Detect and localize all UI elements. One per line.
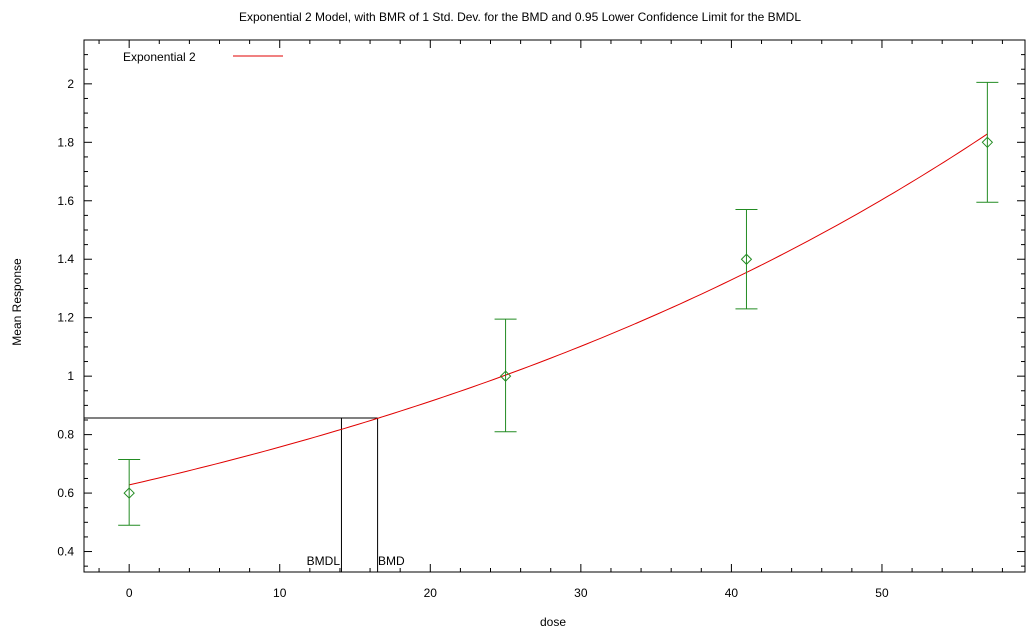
model-layer (129, 133, 988, 486)
x-tick-label: 20 (424, 586, 438, 600)
mean-point (123, 487, 135, 499)
y-tick-label: 0.8 (57, 428, 74, 442)
bmdl-label: BMDL (307, 554, 341, 568)
y-axis-label: Mean Response (10, 258, 24, 346)
x-tick-label: 50 (875, 586, 889, 600)
mean-point (740, 253, 753, 265)
y-tick-label: 1.2 (57, 311, 74, 325)
y-tick-label: 1.8 (57, 135, 74, 149)
plot-frame (83, 39, 1026, 573)
y-tick-label: 1.4 (57, 252, 74, 266)
x-tick-label: 30 (574, 586, 588, 600)
y-tick-label: 2 (67, 77, 74, 91)
model-curve-exponential-2 (129, 133, 988, 486)
bmd-label: BMD (378, 554, 405, 568)
y-tick-label: 0.6 (57, 486, 74, 500)
bmd-lines (84, 417, 379, 572)
x-axis-label: dose (540, 615, 566, 628)
y-tick-label: 1 (67, 369, 74, 383)
axis-ticks: 0 10 20 30 40 50 0.4 0.6 0.8 1 1.2 1.4 1.6 1.8 2 (57, 39, 1025, 600)
chart-title: Exponential 2 Model, with BMR of 1 Std. … (239, 10, 801, 24)
y-tick-label: 1.6 (57, 194, 74, 208)
mean-point (499, 370, 512, 382)
x-tick-label: 10 (273, 586, 287, 600)
observations-layer (118, 81, 999, 526)
x-tick-label: 40 (725, 586, 739, 600)
mean-point (981, 136, 994, 149)
x-tick-label: 0 (126, 586, 133, 600)
y-tick-label: 0.4 (57, 545, 74, 559)
legend-label-exponential-2: Exponential 2 (123, 50, 196, 64)
legend: Exponential 2 (123, 50, 283, 64)
